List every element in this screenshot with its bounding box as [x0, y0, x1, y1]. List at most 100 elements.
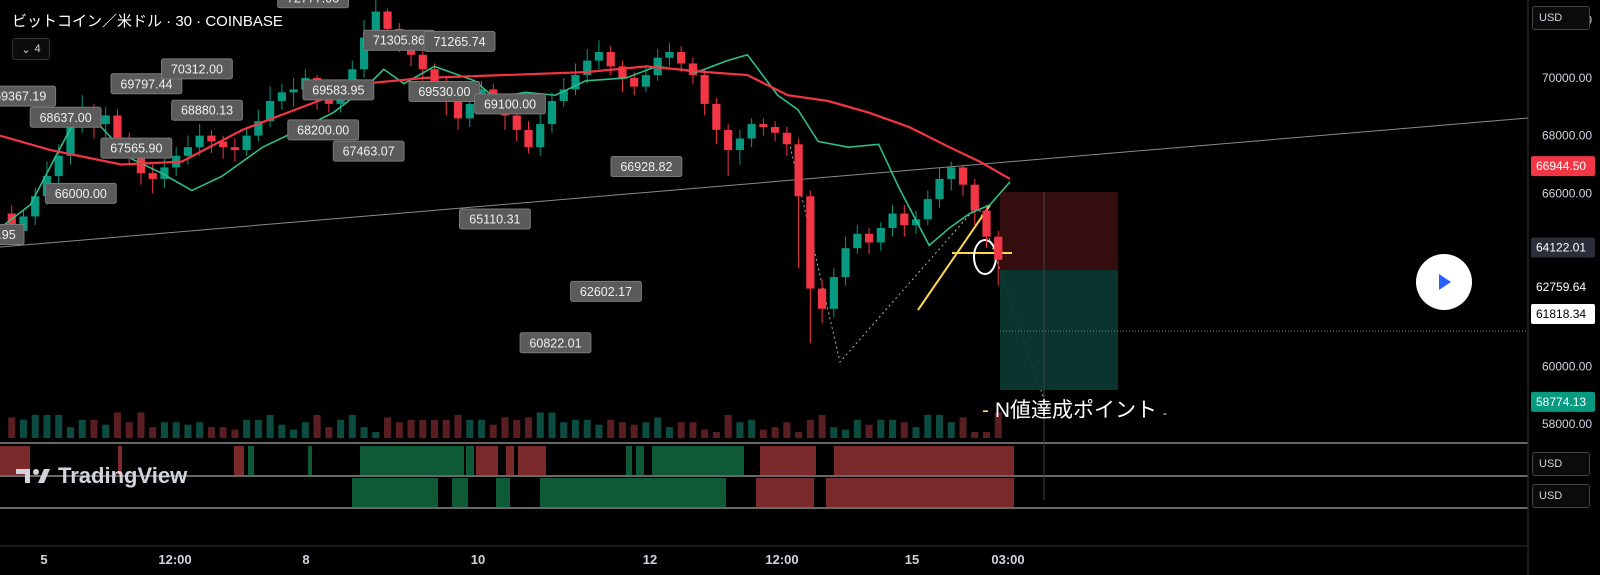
volume-bar: [395, 422, 403, 438]
volume-bar: [513, 419, 521, 438]
candle-body: [853, 233, 862, 249]
candle-body: [935, 178, 944, 200]
annotation-box: [474, 93, 546, 115]
volume-bar: [419, 419, 427, 438]
candle-body: [735, 138, 744, 151]
volume-bar: [19, 419, 28, 438]
currency-button-pane-2[interactable]: USD: [1532, 484, 1590, 508]
volume-bar: [78, 419, 86, 438]
price-badge-label: 66944.50: [1536, 159, 1586, 173]
currency-button-main[interactable]: USD: [1532, 6, 1590, 30]
volume-bar: [701, 429, 709, 438]
volume-bar: [936, 414, 944, 438]
candle-body: [230, 147, 239, 151]
annotation-box: [161, 58, 233, 80]
candle-body: [183, 147, 193, 156]
candle-body: [747, 124, 756, 139]
volume-bar: [43, 414, 51, 438]
annotation-box: [0, 224, 25, 246]
volume-bar: [337, 419, 345, 438]
volume-bar: [759, 429, 767, 438]
n-wave-line: [917, 204, 991, 311]
candle-body: [876, 227, 885, 243]
annotation-label: 66000.00: [55, 187, 107, 201]
candles: [7, 0, 1003, 344]
candle-body: [19, 216, 28, 231]
price-axis-badges: 66944.50 64122.01 62759.64 61818.34 58774.13: [1531, 156, 1595, 412]
volume-bar: [313, 414, 321, 438]
volume-bar: [524, 417, 533, 438]
volume-bar: [90, 419, 98, 438]
note-text: N値達成ポイント: [994, 399, 1158, 422]
candle-body: [359, 37, 369, 70]
volume-bar: [971, 432, 979, 438]
volume-bar: [982, 432, 991, 438]
candle-body: [794, 144, 803, 197]
candle-body: [54, 155, 63, 177]
volume-bar: [842, 429, 850, 438]
volume-bar: [231, 429, 239, 438]
volume-bar: [548, 412, 556, 438]
candle-body: [665, 51, 674, 58]
candle-body: [724, 129, 733, 151]
price-tick-label: 60000.00: [1542, 360, 1592, 374]
volume-bar: [489, 424, 497, 438]
volume-bar: [125, 422, 133, 438]
price-badge-label: 62759.64: [1536, 280, 1586, 294]
annotation-label: 60822.01: [529, 336, 581, 350]
volume-bar: [818, 414, 826, 438]
price-tick-label: 58000.00: [1542, 417, 1592, 431]
volume-bar: [325, 427, 333, 438]
price-badge: [1531, 237, 1595, 258]
annotation-label: 67463.07: [343, 145, 395, 159]
price-tick-label: 68000.00: [1542, 129, 1592, 143]
volume-bar: [55, 414, 63, 438]
play-button[interactable]: [1416, 254, 1472, 310]
annotation-label: 71305.86: [373, 34, 425, 48]
candle-body: [583, 60, 592, 76]
volume-bar: [102, 424, 110, 438]
volume-bar: [677, 422, 685, 438]
volume-bar: [348, 414, 356, 438]
time-tick-label: 12:00: [158, 552, 191, 567]
candle-body: [113, 115, 122, 139]
candle-body: [700, 75, 709, 104]
annotation-box: [423, 30, 496, 52]
volume-bar: [712, 432, 720, 438]
candle-body: [782, 132, 791, 145]
volume-bar: [771, 427, 779, 438]
annotation-label: 62602.17: [580, 285, 632, 299]
annotation-label: 70312.00: [171, 62, 223, 76]
candle-body: [712, 103, 721, 130]
time-tick-label: 8: [302, 552, 309, 567]
volume-bar: [219, 427, 227, 438]
price-badge-label: 58774.13: [1536, 395, 1586, 409]
annotation-label: 69583.95: [312, 83, 364, 97]
volume-bar: [853, 419, 861, 438]
indicator-toggle[interactable]: ⌄ 4: [12, 38, 50, 60]
note-dash: -: [982, 399, 989, 422]
annotation-label: 68200.00: [297, 123, 349, 137]
candle-body: [289, 89, 298, 93]
trend-line: [0, 117, 1529, 248]
candle-body: [148, 173, 157, 179]
candle-body: [841, 248, 850, 278]
candle-body: [101, 115, 110, 125]
indicator-count: 4: [34, 43, 41, 55]
annotation-box: [570, 280, 642, 302]
volume-bar: [8, 417, 16, 438]
time-axis-ticks: 5 12:00 8 10 12 12:00 15 03:00: [40, 552, 1024, 567]
candle-body: [982, 210, 991, 237]
candle-body: [630, 77, 639, 87]
volume-bar: [266, 414, 274, 438]
ma-slow-line: [0, 65, 1011, 180]
currency-button-pane-1[interactable]: USD: [1532, 452, 1590, 476]
volume-bar: [947, 422, 955, 438]
tradingview-logo[interactable]: TradingView: [16, 463, 187, 489]
reward-zone: [1000, 270, 1118, 390]
annotation-box: [302, 79, 375, 101]
volume-bar: [642, 422, 650, 438]
volume-bar: [736, 422, 744, 438]
